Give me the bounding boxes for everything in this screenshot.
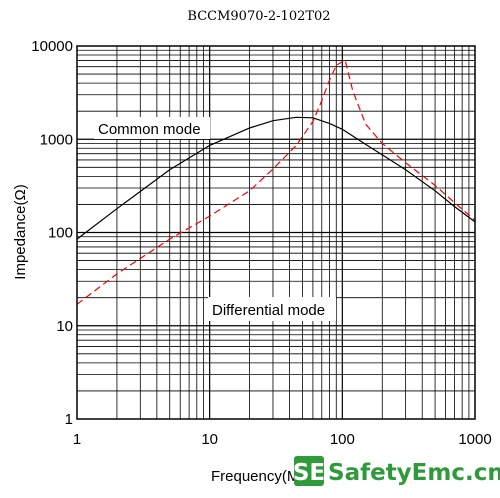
y-axis-label: Impedance(Ω) — [12, 184, 29, 279]
differential-mode-line — [76, 58, 476, 305]
y-tick-labels: 1 10 100 1000 10000 — [31, 38, 73, 428]
plot-frame — [76, 45, 476, 420]
x-tick-label: 1000 — [458, 431, 491, 448]
common-mode-line — [76, 116, 476, 240]
watermark-text: SafetyEmc.cn — [328, 460, 500, 486]
x-tick-labels: 1 10 100 1000 — [73, 431, 492, 448]
watermark-badge — [294, 456, 324, 486]
chart-title: BCCM9070-2-102T02 — [187, 9, 330, 24]
y-tick-label: 1000 — [40, 131, 73, 148]
watermark: SE SafetyEmc.cn — [293, 456, 500, 486]
differential-mode-label: Differential mode — [212, 302, 325, 319]
y-tick-label: 1 — [65, 411, 73, 428]
x-tick-label: 10 — [201, 431, 218, 448]
grid-lines — [77, 46, 475, 419]
x-tick-label: 100 — [330, 431, 355, 448]
common-mode-label-bg — [94, 117, 210, 139]
y-tick-label: 100 — [48, 225, 73, 242]
watermark-badge-text: SE — [293, 460, 325, 486]
y-tick-label: 10 — [56, 318, 73, 335]
y-tick-label: 10000 — [31, 38, 73, 55]
common-mode-label: Common mode — [98, 121, 201, 138]
differential-mode-label-bg — [208, 297, 336, 321]
data-series — [76, 58, 476, 305]
x-tick-label: 1 — [73, 431, 81, 448]
